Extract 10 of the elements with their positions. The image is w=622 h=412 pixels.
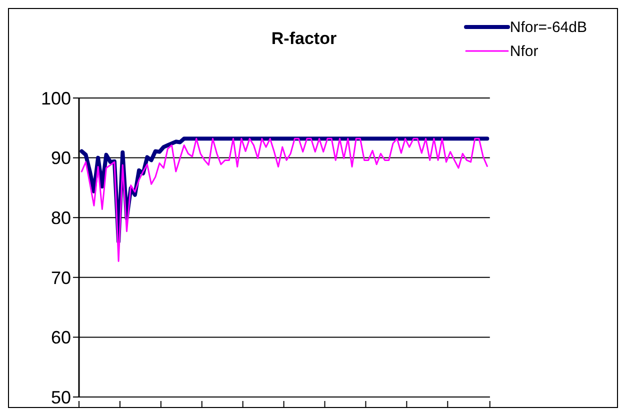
- y-tick-label: 100: [40, 88, 71, 108]
- line-series: [80, 138, 488, 262]
- chart-title: R-factor: [271, 29, 337, 48]
- legend-label: Nfor=-64dB: [510, 18, 587, 36]
- y-tick-label: 80: [50, 208, 71, 228]
- legend-label: Nfor: [510, 42, 538, 60]
- y-tick-label: 60: [50, 328, 71, 348]
- y-tick-label: 70: [50, 268, 71, 288]
- y-tick-label: 90: [50, 148, 71, 168]
- y-tick-label: 50: [50, 387, 71, 408]
